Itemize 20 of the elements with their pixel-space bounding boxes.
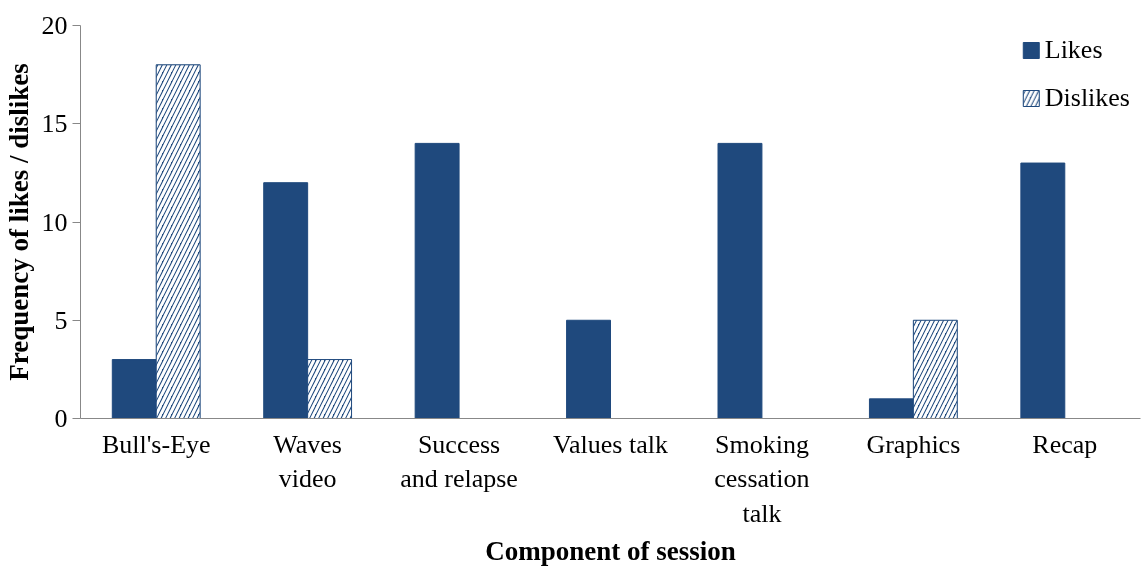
- legend-label: Likes: [1044, 35, 1103, 65]
- x-tick-label: Bull's-Eye: [101, 429, 211, 459]
- y-tick-label: 10: [41, 207, 68, 237]
- y-axis-title: Frequency of likes / dislikes: [3, 63, 34, 381]
- bar: [1020, 162, 1066, 419]
- x-axis-title: Component of session: [485, 536, 736, 567]
- x-tick-label: Graphics: [866, 429, 961, 459]
- x-tick-label: Values talk: [553, 429, 668, 459]
- legend-label: Dislikes: [1044, 83, 1130, 113]
- y-tick-label: 5: [54, 305, 68, 335]
- bar: [414, 142, 460, 419]
- bar: [566, 319, 611, 419]
- x-tick-label: Smoking cessation talk: [714, 429, 810, 529]
- x-tick-label: Success and relapse: [400, 429, 518, 494]
- y-tick-label: 20: [41, 11, 68, 40]
- y-tick-label: 0: [54, 404, 68, 433]
- y-tick-label: 15: [41, 109, 68, 139]
- bar: [717, 142, 763, 419]
- x-tick-label: Waves video: [273, 429, 342, 494]
- x-tick-label: Recap: [1032, 429, 1098, 459]
